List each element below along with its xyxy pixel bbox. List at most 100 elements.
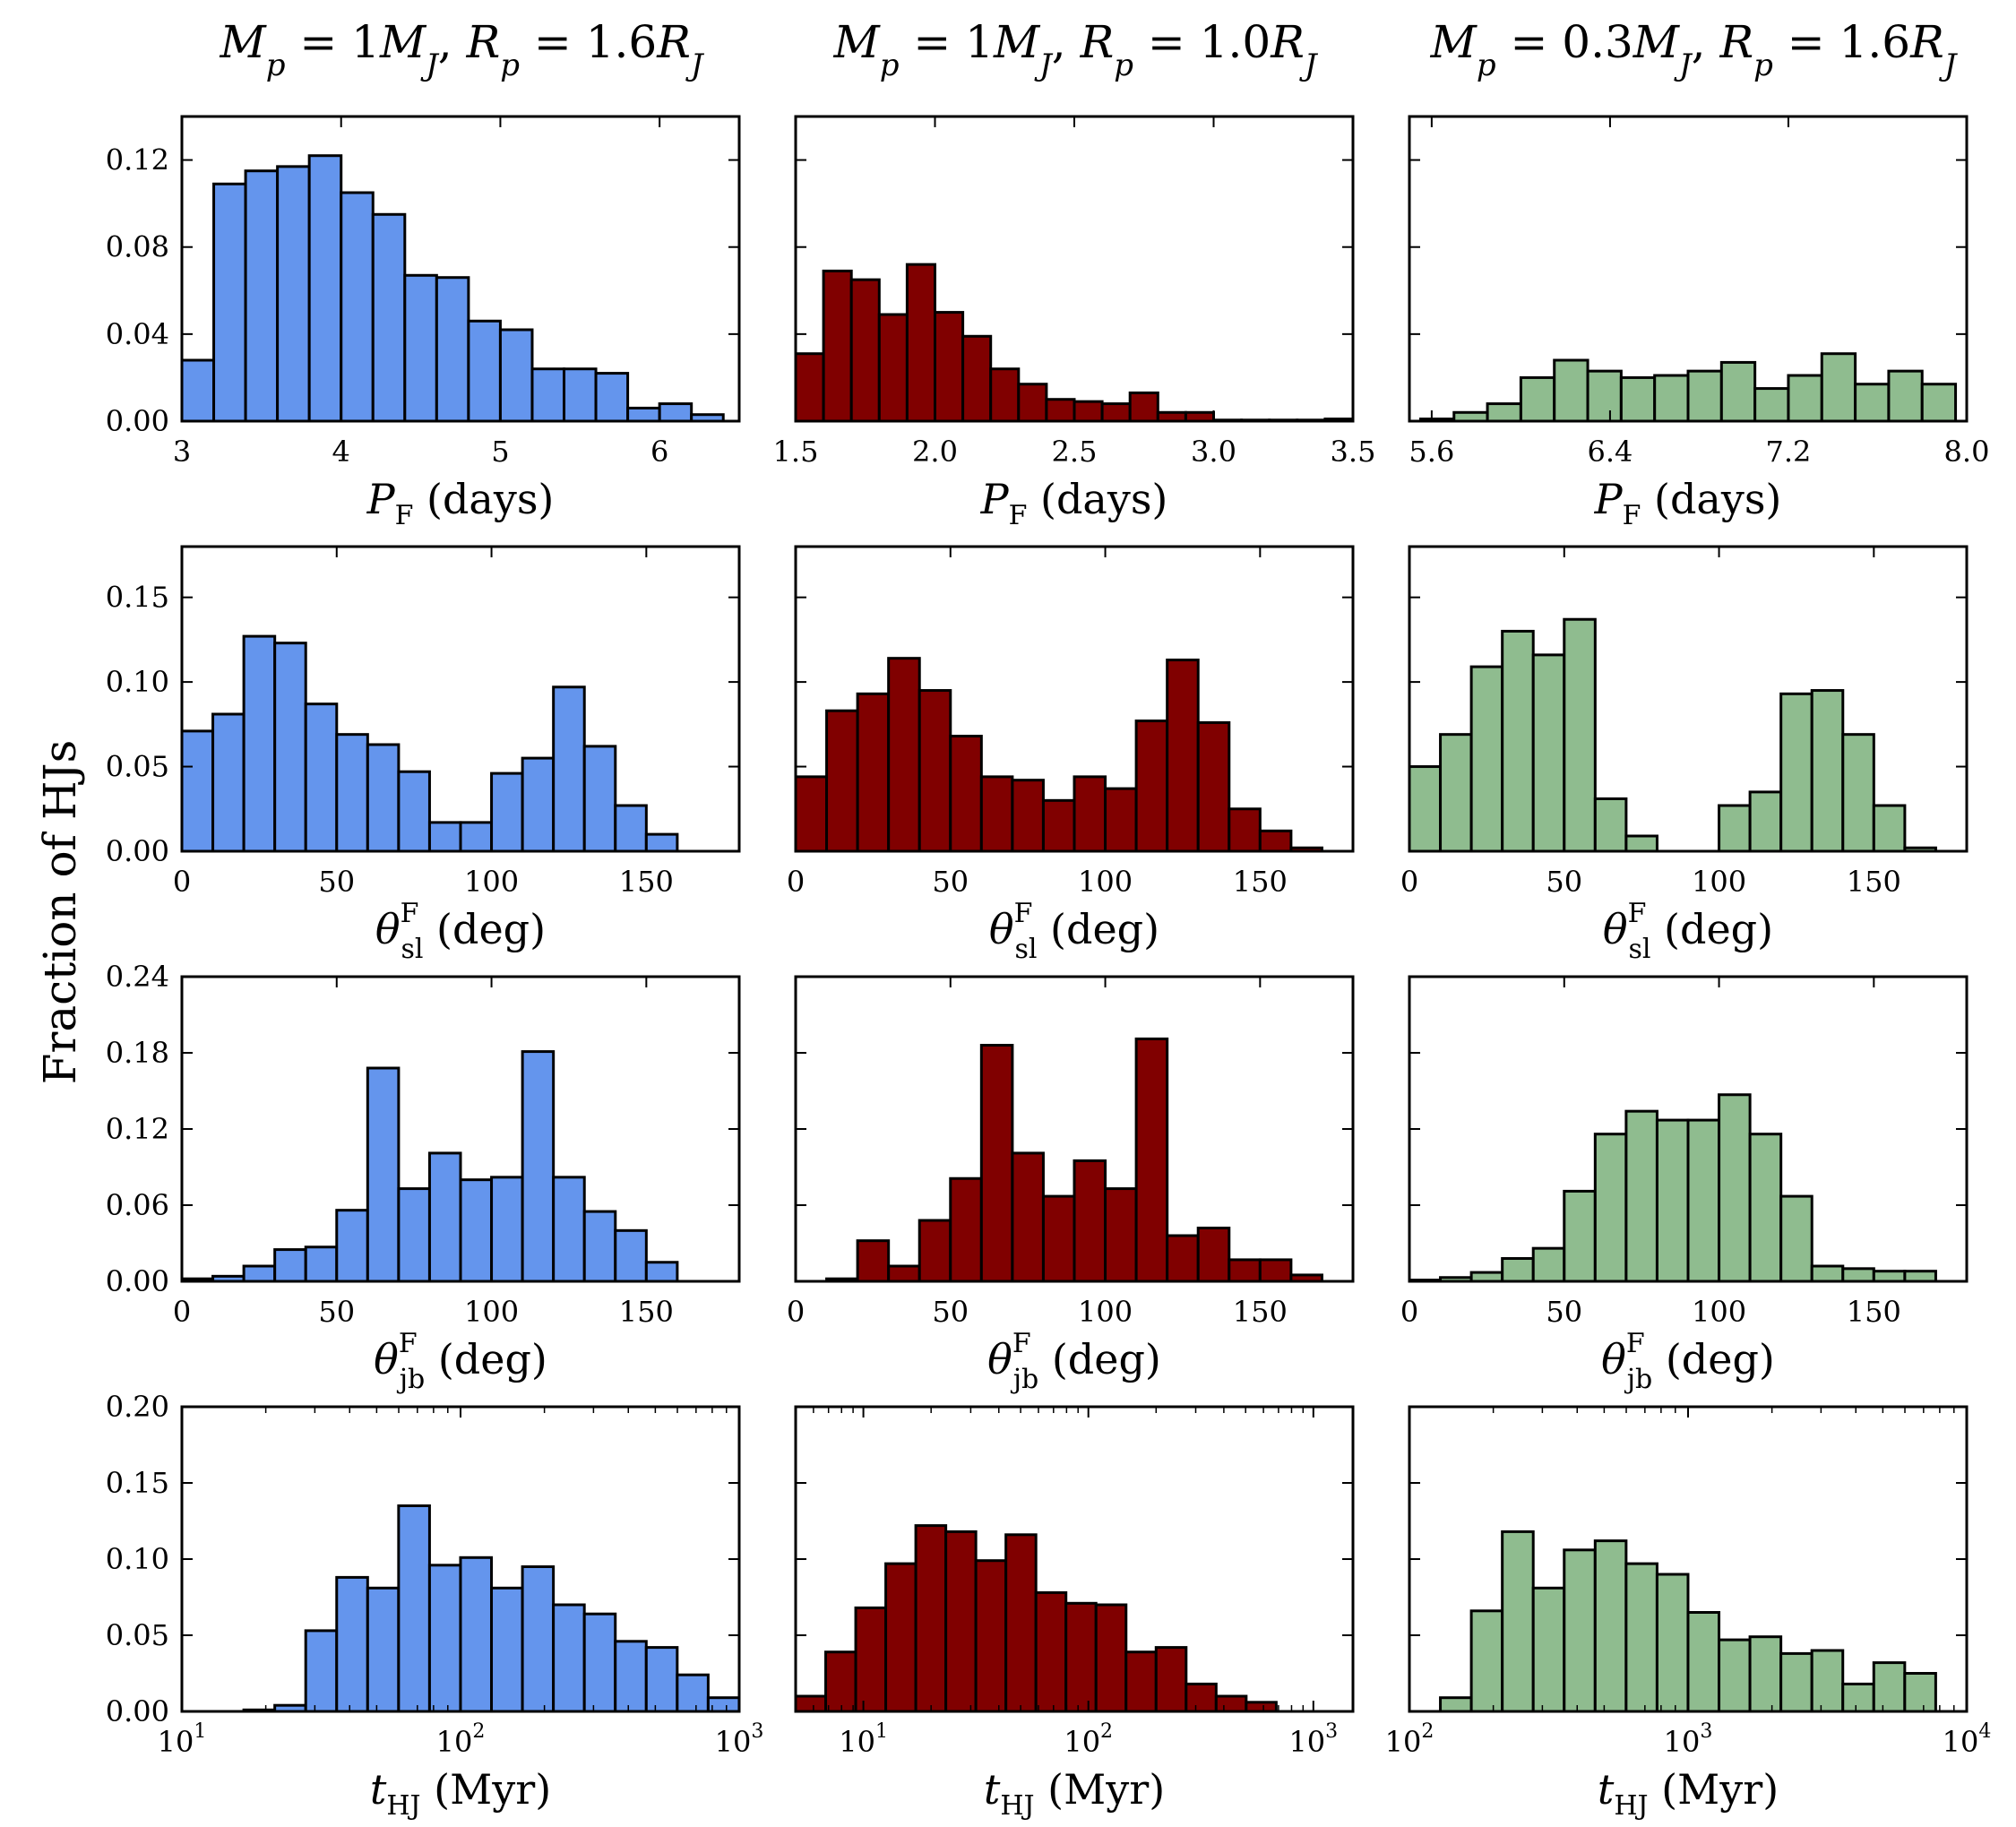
bar	[490, 1586, 524, 1713]
bar	[1686, 369, 1723, 423]
bar	[1134, 1037, 1169, 1283]
panel-r2-c1: 0.00 0.05 0.10 0.15 0 50 100 150 θF sl (deg)	[106, 545, 741, 965]
bar	[427, 1151, 462, 1283]
bar	[1011, 1151, 1045, 1283]
bar	[1034, 1590, 1068, 1713]
bar	[1653, 374, 1690, 423]
panel-r4-c2: 101 102 103 tHJ (Myr)	[794, 1405, 1355, 1822]
x-tick-label: 102	[1064, 1720, 1113, 1759]
bar	[397, 1504, 431, 1713]
plot-frame	[1408, 545, 1969, 853]
y-tick-label: 0.05	[106, 1618, 169, 1652]
column-titles: Mp = 1MJ, Rp = 1.6RJ Mp = 1MJ, Rp = 1.0R…	[219, 16, 1958, 83]
bar	[1166, 659, 1200, 853]
bar	[1134, 720, 1169, 853]
bar	[1753, 387, 1790, 423]
panel-r2-c2: 0 50 100 150 θF sl (deg)	[787, 545, 1355, 965]
bar	[1501, 1530, 1535, 1713]
bar	[1258, 829, 1293, 853]
bar	[1563, 617, 1597, 853]
bar	[961, 334, 993, 423]
bar	[366, 1066, 401, 1283]
bar	[304, 702, 339, 853]
panel-r4-c3: 102 103 104 tHJ (Myr)	[1385, 1405, 1992, 1822]
bar	[1166, 1234, 1200, 1283]
x-tick-label: 3.5	[1331, 435, 1376, 469]
x-tick-label: 2.5	[1052, 435, 1098, 469]
panel-r1-c2: 1.5 2.0 2.5 3.0 3.5 PF (days)	[773, 115, 1376, 531]
bar	[180, 358, 216, 423]
bar	[887, 657, 921, 853]
x-tick-label: 3	[173, 435, 191, 469]
x-tick-label: 0	[173, 1295, 191, 1329]
bar	[1469, 665, 1504, 853]
x-tick-label: 50	[932, 865, 969, 899]
x-axis-label: θF sl (deg)	[1603, 898, 1773, 965]
bar	[1593, 797, 1628, 853]
bar	[490, 771, 524, 853]
bar	[1531, 1586, 1566, 1713]
bar	[594, 372, 630, 423]
x-tick-label: 50	[1546, 865, 1582, 899]
bar	[1624, 1109, 1658, 1283]
y-tick-label: 0.06	[106, 1188, 169, 1222]
bar	[552, 1603, 586, 1713]
x-tick-label: 150	[1233, 1295, 1288, 1329]
bar	[307, 154, 343, 423]
bar	[1228, 807, 1262, 853]
y-tick-label: 0.15	[106, 1466, 169, 1500]
bar	[1439, 1696, 1473, 1713]
bar	[794, 775, 829, 853]
y-axis-label: Fraction of HJs	[34, 740, 86, 1085]
bar	[467, 319, 502, 423]
bar	[1104, 787, 1138, 853]
bar	[1810, 1264, 1845, 1283]
bar	[1887, 369, 1924, 423]
plot-frame	[180, 115, 741, 423]
y-tick-label: 0.10	[106, 665, 169, 699]
bar	[1593, 1539, 1628, 1713]
bar	[211, 712, 246, 853]
bar	[1004, 1533, 1038, 1713]
bar	[1718, 1638, 1752, 1713]
bar	[1501, 1257, 1535, 1283]
bar	[340, 191, 375, 423]
y-tick-label: 0.12	[106, 143, 169, 177]
bar	[658, 402, 694, 423]
bar	[552, 1176, 586, 1283]
x-tick-label: 100	[464, 1295, 519, 1329]
y-tick-label: 0.04	[106, 317, 169, 351]
y-tick-label: 0.12	[106, 1112, 169, 1146]
bar	[244, 169, 280, 423]
bar	[1073, 775, 1107, 853]
x-tick-label: 6.4	[1587, 435, 1633, 469]
bar	[459, 1556, 494, 1713]
bar	[1903, 1270, 1937, 1283]
bar	[1872, 1661, 1907, 1713]
bar	[1408, 765, 1443, 853]
x-tick-label: 50	[932, 1295, 969, 1329]
x-tick-label: 5.6	[1409, 435, 1454, 469]
x-tick-label: 104	[1943, 1720, 1992, 1759]
x-axis-label: θF jb (deg)	[987, 1328, 1161, 1395]
x-axis-label: θF jb (deg)	[1601, 1328, 1775, 1395]
y-tick-label: 0.24	[106, 960, 169, 994]
plot-frame	[794, 545, 1355, 853]
bar	[1779, 1651, 1814, 1713]
bar	[918, 1219, 952, 1283]
bar	[212, 182, 247, 423]
bar	[371, 212, 407, 423]
bar	[427, 821, 462, 853]
y-tick-label: 0.10	[106, 1542, 169, 1576]
bar	[498, 328, 534, 423]
x-tick-label: 7.2	[1766, 435, 1812, 469]
plot-frame	[180, 545, 741, 853]
bar	[1619, 375, 1657, 423]
bar	[1655, 1573, 1690, 1713]
bar	[397, 1187, 431, 1283]
x-axis-label: θF sl (deg)	[989, 898, 1159, 965]
x-axis-label: θF jb (deg)	[374, 1328, 547, 1395]
bar	[1563, 1548, 1597, 1713]
y-tick-label: 0.18	[106, 1036, 169, 1070]
